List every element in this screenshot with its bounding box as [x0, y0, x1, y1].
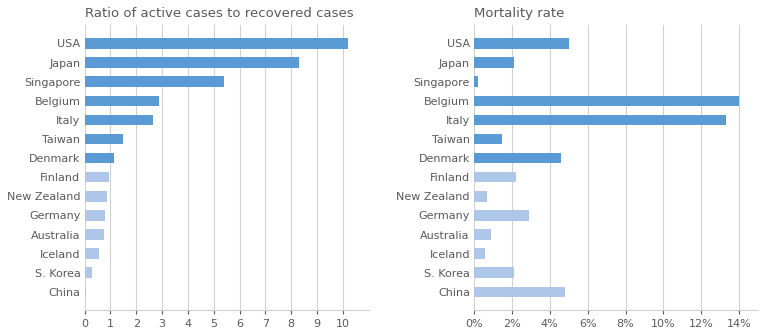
Bar — [474, 287, 565, 297]
Bar — [85, 76, 224, 87]
Bar — [474, 115, 726, 125]
Bar — [474, 248, 486, 259]
Bar — [85, 191, 106, 202]
Bar — [474, 38, 568, 49]
Bar — [85, 287, 86, 297]
Bar — [85, 229, 104, 240]
Bar — [85, 115, 153, 125]
Bar — [474, 172, 516, 182]
Bar — [85, 248, 99, 259]
Bar — [85, 134, 123, 144]
Bar — [85, 38, 348, 49]
Bar — [474, 210, 529, 221]
Bar — [474, 76, 478, 87]
Bar — [474, 191, 487, 202]
Bar — [85, 267, 93, 278]
Bar — [474, 267, 514, 278]
Bar — [85, 172, 109, 182]
Bar — [85, 153, 114, 163]
Bar — [474, 57, 514, 68]
Bar — [474, 95, 739, 106]
Bar — [474, 134, 503, 144]
Text: Mortality rate: Mortality rate — [474, 7, 565, 20]
Bar — [85, 210, 106, 221]
Bar — [85, 57, 299, 68]
Bar — [474, 229, 491, 240]
Bar — [474, 153, 562, 163]
Text: Ratio of active cases to recovered cases: Ratio of active cases to recovered cases — [85, 7, 353, 20]
Bar — [85, 95, 159, 106]
